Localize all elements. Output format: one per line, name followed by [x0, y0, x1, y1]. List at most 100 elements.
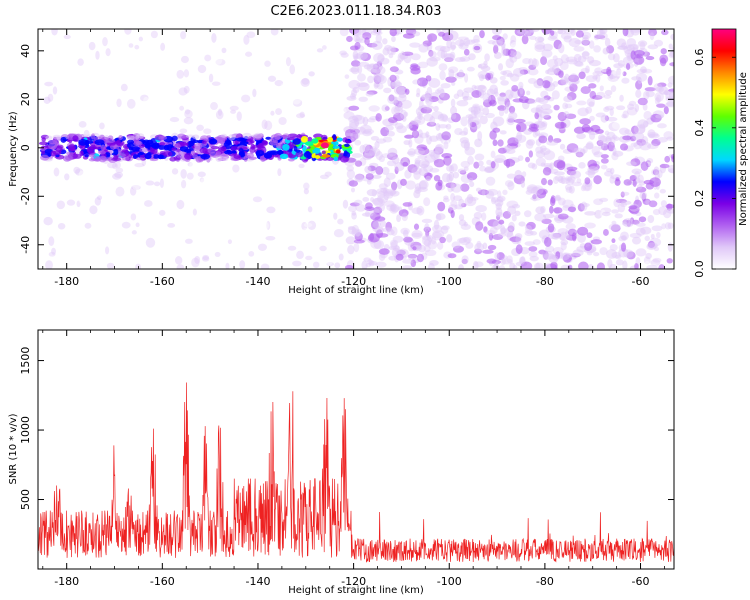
spectrogram-noise-blob — [550, 261, 558, 269]
spectrogram-signal-blob — [139, 147, 149, 153]
spectrogram-noise-blob — [460, 160, 471, 168]
spectrogram-noise-blob — [581, 124, 591, 132]
spectrogram-noise-blob — [415, 213, 420, 224]
spectrogram-background-blob — [102, 36, 108, 47]
spectrogram-noise-blob — [647, 143, 659, 150]
spectrogram-noise-blob — [603, 106, 610, 113]
spectrogram-noise-blob — [511, 84, 519, 92]
spectrogram-noise-blob — [458, 214, 465, 221]
spectrogram-noise-blob — [410, 259, 417, 268]
spectrogram-background-blob — [51, 29, 58, 36]
spectrogram-noise-blob — [486, 188, 499, 196]
spectrogram-noise-blob — [496, 252, 505, 261]
spectrogram-noise-blob — [427, 240, 438, 250]
spectrogram-signal-blob — [41, 137, 46, 142]
spectrogram-background-blob — [43, 42, 50, 52]
spectrogram-noise-blob — [451, 241, 461, 249]
spectrogram-noise-blob — [370, 197, 375, 202]
spectrogram-noise-blob — [667, 82, 673, 88]
spectrogram-noise-blob — [664, 222, 672, 230]
spectrogram-noise-blob — [571, 232, 577, 242]
spectrogram-background-blob — [183, 117, 194, 125]
spectrogram-noise-blob — [459, 56, 471, 62]
spectrogram-noise-blob — [346, 35, 353, 43]
spectrogram-noise-blob — [395, 29, 404, 35]
spectrogram-noise-blob — [615, 177, 620, 182]
spectrogram-noise-blob — [367, 75, 375, 84]
spectrogram-noise-blob — [472, 103, 480, 109]
spectrogram-signal-blob — [105, 138, 116, 144]
spectrogram-background-blob — [261, 119, 268, 130]
spectrogram-noise-blob — [537, 36, 545, 43]
spectrogram-background-blob — [230, 109, 237, 114]
spectrogram-noise-blob — [599, 247, 608, 256]
spectrogram-noise-blob — [632, 132, 645, 141]
spectrogram-noise-blob — [382, 136, 393, 143]
spectrogram-noise-blob — [348, 105, 360, 111]
spectrogram-noise-blob — [403, 111, 409, 117]
spectrogram-noise-blob — [482, 249, 494, 254]
spectrogram-noise-blob — [473, 111, 484, 118]
spectrogram-noise-blob — [602, 47, 609, 55]
spectrogram-noise-blob — [439, 88, 445, 98]
spectrogram-noise-blob — [450, 106, 458, 115]
spectrogram-noise-blob — [546, 140, 559, 146]
spectrogram-signal-blob — [307, 136, 313, 143]
spectrogram-background-blob — [180, 168, 187, 179]
spectrogram-background-blob — [84, 222, 92, 229]
spectrogram-noise-blob — [421, 218, 433, 224]
spectrogram-background-blob — [232, 218, 240, 226]
snr-y-tick-label: 1000 — [19, 416, 32, 444]
spectrogram-noise-blob — [571, 181, 583, 187]
spectrogram-noise-blob — [535, 146, 544, 154]
spectrogram-noise-blob — [389, 74, 397, 82]
spectrogram-background-blob — [48, 251, 56, 257]
spectrogram-noise-blob — [445, 123, 452, 130]
spectrogram-noise-blob — [621, 77, 630, 84]
spectrogram-background-blob — [337, 218, 344, 225]
spectrogram-noise-blob — [457, 36, 469, 41]
spectrogram-noise-blob — [617, 203, 626, 213]
spectrogram-y-tick-label: 20 — [19, 92, 32, 106]
spectrogram-noise-blob — [411, 229, 423, 239]
snr-y-axis-label: SNR (10 * v/v) — [8, 413, 19, 484]
spectrogram-noise-blob — [562, 199, 574, 209]
spectrogram-noise-blob — [381, 104, 390, 112]
spectrogram-noise-blob — [368, 260, 375, 267]
spectrogram-signal-blob — [131, 146, 141, 152]
spectrogram-noise-blob — [612, 53, 620, 63]
spectrogram-noise-blob — [431, 111, 443, 120]
spectrogram-noise-blob — [440, 113, 445, 121]
spectrogram-signal-blob — [245, 155, 251, 159]
spectrogram-noise-blob — [426, 86, 433, 97]
spectrogram-noise-blob — [507, 137, 519, 147]
spectrogram-noise-blob — [614, 213, 623, 219]
spectrogram-noise-blob — [543, 95, 551, 101]
spectrogram-noise-blob — [620, 202, 627, 208]
spectrogram-noise-blob — [626, 106, 638, 116]
spectrogram-background-blob — [130, 114, 141, 123]
spectrogram-noise-blob — [546, 68, 558, 76]
spectrogram-noise-blob — [570, 29, 576, 36]
spectrogram-noise-blob — [345, 264, 354, 269]
spectrogram-background-blob — [91, 66, 102, 75]
spectrogram-signal-blob — [231, 133, 242, 139]
spectrogram-noise-blob — [382, 187, 388, 197]
spectrogram-noise-blob — [394, 122, 404, 130]
spectrogram-noise-blob — [441, 225, 450, 231]
spectrogram-noise-blob — [519, 85, 524, 95]
spectrogram-noise-blob — [378, 155, 385, 163]
spectrogram-noise-blob — [492, 116, 505, 127]
spectrogram-signal-blob — [321, 134, 328, 141]
spectrogram-noise-blob — [433, 105, 439, 112]
spectrogram-blobs — [38, 29, 674, 269]
spectrogram-noise-blob — [624, 129, 632, 135]
spectrogram-background-blob — [145, 237, 156, 248]
spectrogram-noise-blob — [651, 138, 661, 147]
spectrogram-background-blob — [245, 51, 253, 57]
spectrogram-noise-blob — [552, 176, 559, 185]
spectrogram-noise-blob — [373, 197, 385, 208]
spectrogram-signal-blob — [183, 148, 192, 153]
spectrogram-signal-blob — [121, 156, 130, 161]
spectrogram-noise-blob — [505, 58, 514, 69]
